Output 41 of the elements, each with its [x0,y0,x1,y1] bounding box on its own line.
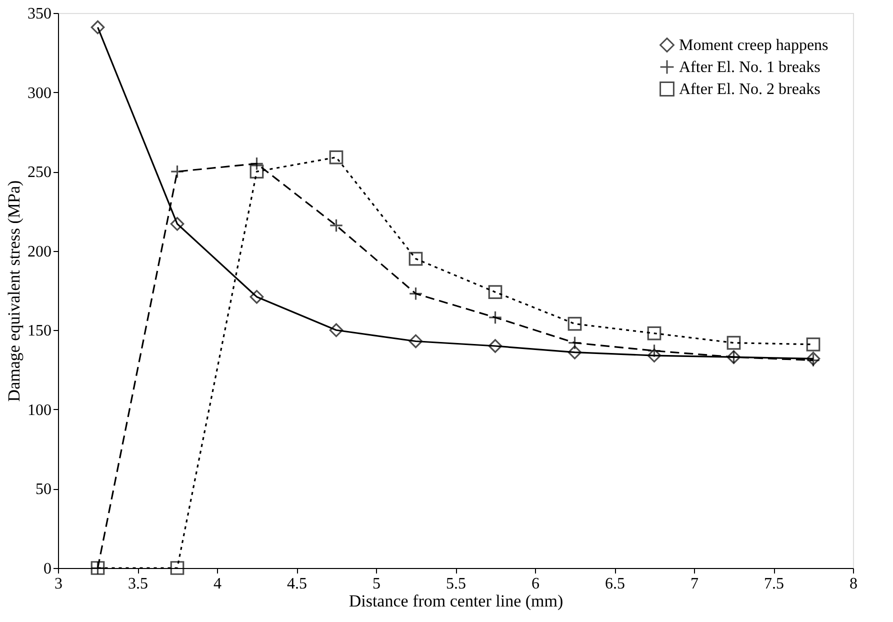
point [647,348,662,362]
point [488,285,502,300]
point [170,216,184,231]
point [408,334,423,348]
x-tick-label: 3.5 [128,576,148,592]
legend-label: After El. No. 2 breaks [679,81,820,98]
point [647,326,662,340]
point [250,164,264,178]
x-tick-label: 4 [214,576,222,592]
point [806,337,820,352]
y-tick-label: 350 [28,6,52,22]
point [488,339,502,353]
point [568,345,582,360]
x-axis-title: Distance from center line (mm) [348,592,564,610]
x-tick-label: 7.5 [764,576,784,592]
legend-label: Moment creep happens [679,37,828,54]
y-tick-label: 200 [28,243,52,260]
y-tick-label: 0 [44,560,52,578]
y-tick-label: 100 [28,402,52,419]
point [250,290,264,304]
legend-label: After El. No. 1 breaks [679,59,820,76]
x-tick-label: 4.5 [287,576,307,592]
y-tick-label: 300 [28,84,52,102]
x-tick-label: 6 [532,576,540,592]
point [329,323,344,338]
point [726,336,741,350]
point [408,252,423,266]
x-tick-label: 7 [690,576,698,592]
point [170,561,184,575]
x-tick-label: 5 [372,576,380,592]
point [329,150,344,164]
x-tick-label: 5.5 [446,576,466,592]
point [90,20,105,34]
y-tick-label: 250 [28,164,52,182]
y-tick-label: 50 [36,481,52,498]
x-tick-label: 6.5 [605,576,625,592]
point [568,316,582,331]
x-tick-label: 8 [850,576,858,592]
x-tick-label: 3 [54,576,62,592]
y-tick-label: 150 [28,322,52,340]
y-axis-title: Damage equivalent stress (MPa) [4,180,24,402]
